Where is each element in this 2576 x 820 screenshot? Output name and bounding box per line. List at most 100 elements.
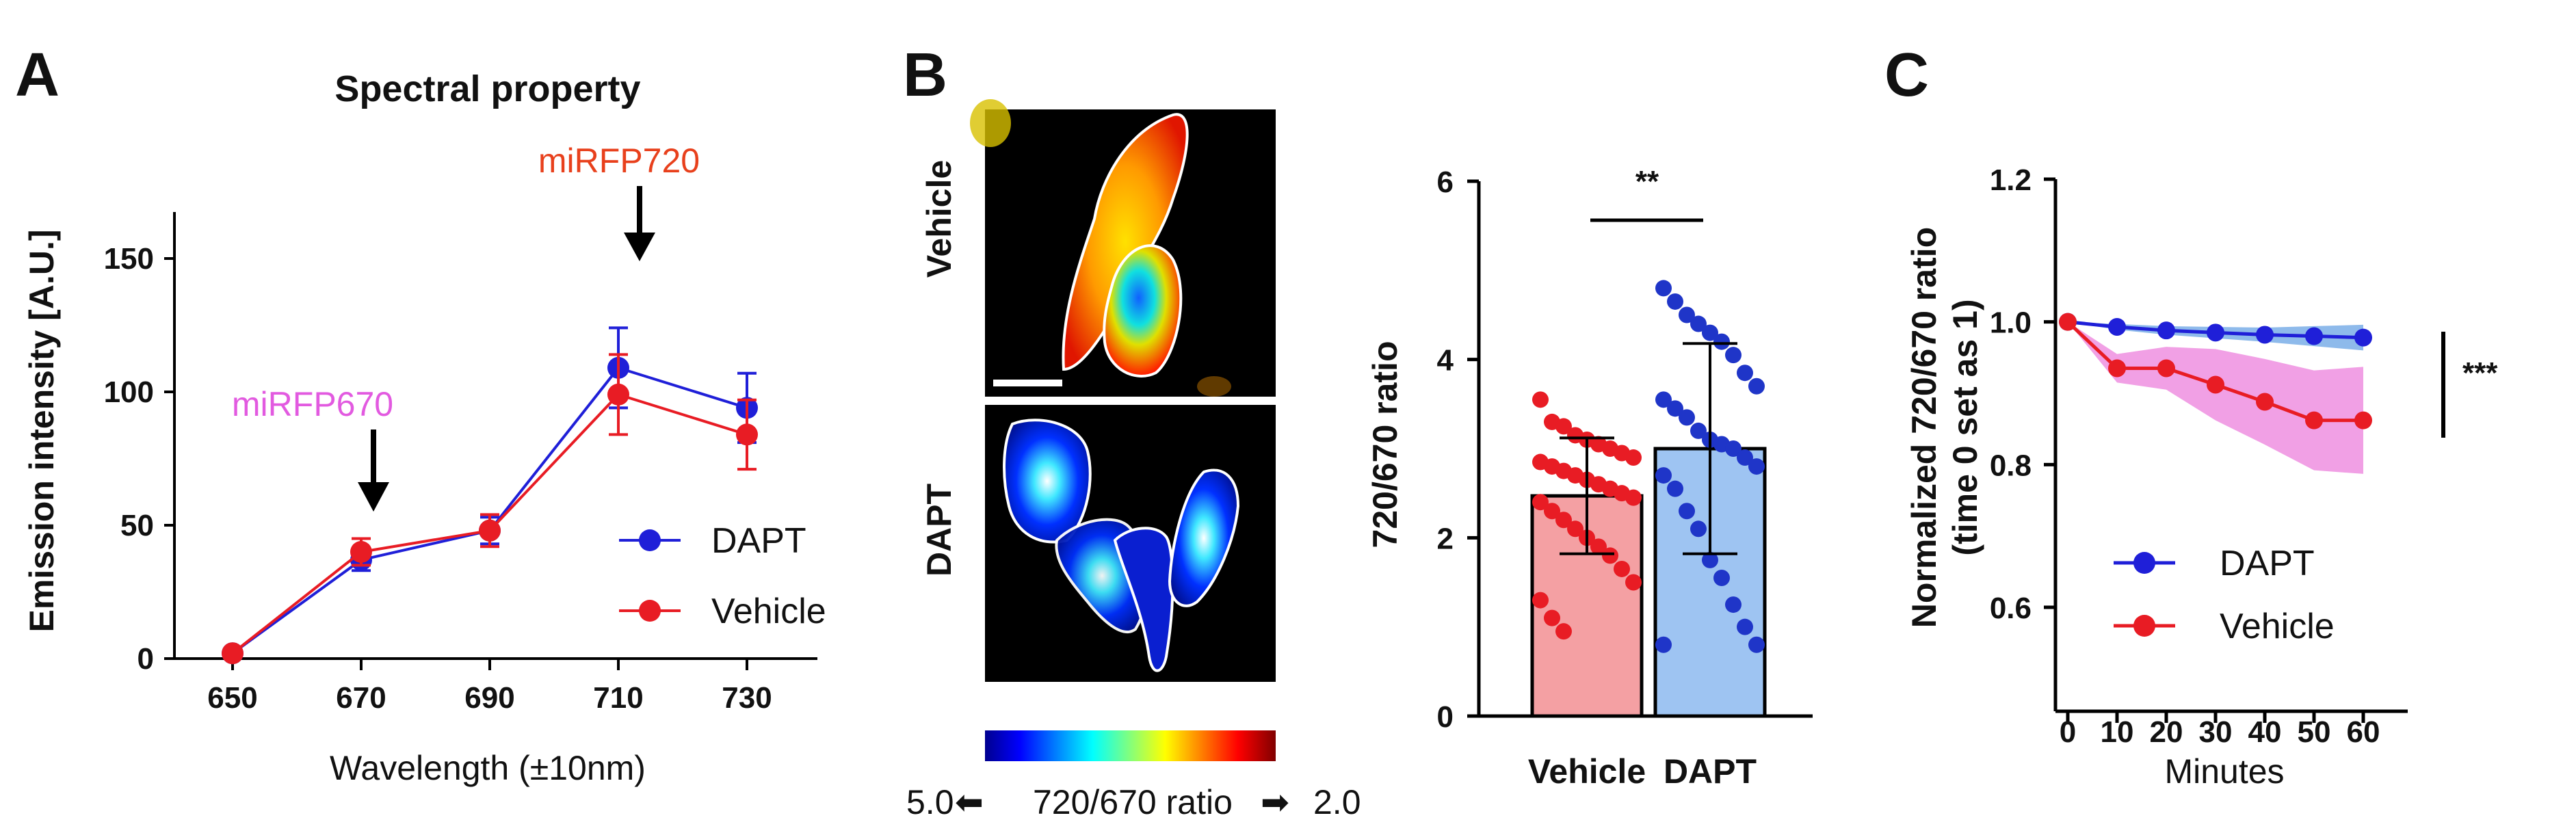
data-point-dapt [2354,328,2372,347]
panel-c-legend: DAPT Vehicle [2114,544,2335,646]
panel-b-ylabel: 720/670 ratio [1366,341,1404,548]
x-tick-label: 690 [464,681,514,715]
colorbar-max: 2.0 [1313,783,1361,820]
x-tick-label: 710 [593,681,643,715]
micrograph-dapt [985,405,1276,682]
colorbar-label: 720/670 ratio [1033,783,1233,820]
panel-b-label: B [903,41,947,109]
legend-marker-dapt [2133,552,2155,574]
significance-marker-c: *** [2462,356,2498,390]
data-point-vehicle [1532,494,1549,511]
legend-label-vehicle: Vehicle [711,592,826,631]
arrow-down-icon [624,233,655,261]
data-point-vehicle [1532,592,1549,609]
annotation-miRFP670: miRFP670 [232,385,393,423]
legend-marker-dapt [639,529,661,551]
data-point-dapt [2108,317,2126,336]
x-tick-label: 650 [207,681,257,715]
data-point-vehicle [1602,547,1618,564]
x-tick-label: DAPT [1664,752,1757,791]
panel-b-chart: 720/670 ratio 0 2 4 6 ** Vehicle DAPT [1366,165,1813,791]
data-point-dapt [1655,636,1672,653]
data-point-vehicle [479,519,501,542]
x-tick-label: 50 [2298,715,2331,749]
panel-a-ylabel: Emission intensity [A.U.] [23,230,61,633]
x-tick-label: 0 [2060,715,2076,749]
x-tick-label: 40 [2248,715,2282,749]
data-point-vehicle [350,541,372,563]
data-point-vehicle [1555,418,1572,435]
legend-marker-vehicle [2133,615,2155,637]
significance-marker-b: ** [1635,165,1659,198]
data-point-vehicle [2059,313,2077,331]
data-point-dapt [1702,551,1718,568]
colorbar: 5.0 ⬅ 720/670 ratio ➡ 2.0 [906,730,1361,820]
data-point-dapt [1725,347,1742,364]
y-tick-label: 0.8 [1990,449,2032,482]
data-point-vehicle [2256,393,2274,411]
data-point-dapt [2207,323,2224,342]
data-point-dapt [1737,449,1753,466]
panel-c-x-ticks: 0 10 20 30 40 50 60 [2060,711,2380,749]
panel-a-label: A [15,41,60,109]
y-tick-label: 0.6 [1990,592,2032,625]
y-tick-label: 0 [137,642,154,676]
panel-a-annotation-miRFP720: miRFP720 [538,142,700,261]
data-point-vehicle [2108,359,2126,378]
micrograph-vehicle [970,99,1276,397]
data-point-vehicle [222,642,244,665]
data-point-dapt [1690,520,1707,538]
data-point-vehicle [2305,411,2323,429]
data-point-dapt [1725,440,1742,457]
panel-c: C Normalized 720/670 ratio (time 0 set a… [1884,41,2498,791]
x-tick-label: 20 [2150,715,2183,749]
colorbar-left-arrow-icon: ⬅ [955,783,984,820]
y-tick-label: 50 [120,509,154,542]
panel-a: A Spectral property Emission intensity [… [15,41,826,787]
data-point-dapt [1690,315,1707,332]
data-point-vehicle [1555,512,1572,529]
panel-a-x-ticks: 650 670 690 710 730 [207,659,772,715]
y-tick-label: 2 [1437,522,1454,555]
panel-b-images: B Vehicle DAPT 5.0 ⬅ 720/670 ratio ➡ 2.0 [903,41,1361,820]
panel-b-y-ticks: 0 2 4 6 [1437,166,1479,734]
colorbar-min: 5.0 [906,783,954,820]
panel-a-plot [222,326,758,665]
data-point-dapt [1679,409,1695,426]
panel-a-xlabel: Wavelength (±10nm) [330,749,646,787]
data-point-dapt [1748,458,1765,475]
data-point-dapt [1748,636,1765,653]
x-tick-label: 60 [2347,715,2380,749]
data-point-dapt [1748,378,1765,395]
legend-label-dapt: DAPT [711,521,806,561]
x-tick-label: 30 [2199,715,2233,749]
colorbar-gradient [985,730,1276,761]
data-point-vehicle [1625,449,1642,466]
data-point-vehicle [1625,574,1642,591]
image-row-label-vehicle: Vehicle [920,160,958,278]
panel-c-xlabel: Minutes [2164,752,2284,791]
y-tick-label: 0 [1437,700,1454,734]
legend-label-vehicle: Vehicle [2220,607,2335,646]
data-point-dapt [1713,333,1730,350]
y-tick-label: 1.2 [1990,163,2032,197]
data-point-dapt [1725,596,1742,613]
data-point-dapt [1655,467,1672,484]
sd-band-vehicle [2068,321,2363,474]
panel-c-plot [2059,313,2372,474]
data-point-dapt [1679,306,1695,323]
x-tick-label: 730 [722,681,772,715]
data-point-vehicle [1544,609,1560,626]
colorbar-right-arrow-icon: ➡ [1261,783,1289,820]
data-point-dapt [2157,321,2175,340]
data-point-dapt [1667,400,1683,417]
data-point-dapt [1667,480,1683,497]
data-point-vehicle [607,383,629,406]
data-point-dapt [1655,280,1672,297]
data-point-dapt [1655,391,1672,408]
data-point-vehicle [736,423,758,446]
data-point-dapt [1737,618,1753,635]
panel-c-ylabel-2: (time 0 set as 1) [1946,299,1984,555]
panel-a-legend: DAPT Vehicle [619,521,826,631]
x-tick-label: 670 [336,681,386,715]
